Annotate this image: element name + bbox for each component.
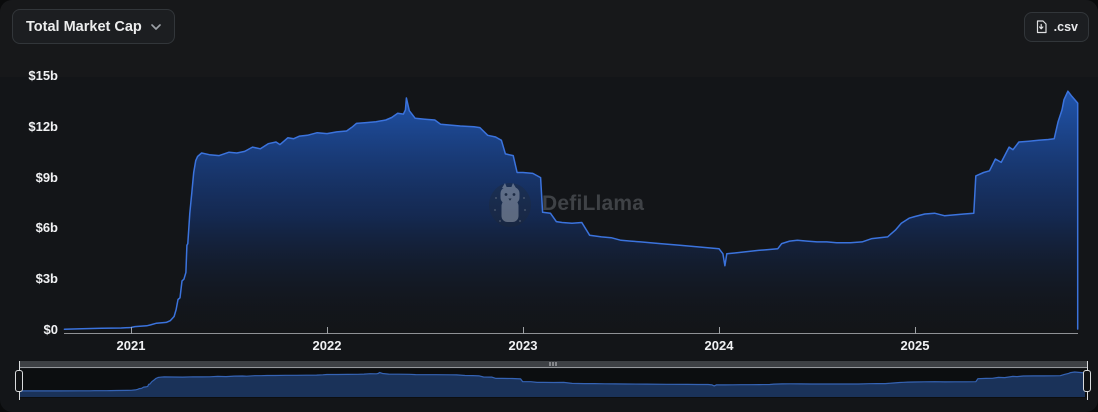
- download-file-icon: [1036, 20, 1047, 34]
- range-slider-right-handle[interactable]: [1083, 361, 1091, 400]
- range-slider-move-bar[interactable]: [20, 361, 1088, 368]
- x-axis-tick-label: 2021: [116, 338, 146, 353]
- y-axis-tick-label: $12b: [28, 118, 58, 134]
- move-handle-grip-icon: [549, 362, 559, 366]
- chevron-down-icon: [150, 24, 161, 30]
- x-axis-tick-label: 2024: [704, 338, 734, 353]
- y-axis-tick-label: $0: [43, 322, 58, 337]
- y-axis-tick-label: $3b: [35, 271, 58, 287]
- x-axis-tick-label: 2022: [312, 338, 342, 353]
- toolbar: [0, 0, 1098, 77]
- y-axis-tick-label: $9b: [35, 169, 58, 185]
- x-axis-tick-label: 2023: [508, 338, 538, 353]
- metric-selector-label: Total Market Cap: [26, 18, 142, 35]
- range-slider-track[interactable]: [20, 369, 1088, 398]
- download-csv-button[interactable]: .csv: [1023, 12, 1089, 42]
- metric-selector-button[interactable]: Total Market Cap: [12, 9, 175, 44]
- y-axis-tick-label: $6b: [35, 220, 58, 236]
- y-axis-tick-label: $15b: [28, 68, 58, 83]
- csv-button-label: .csv: [1053, 20, 1078, 34]
- x-axis-tick-label: 2025: [900, 338, 930, 353]
- range-slider-left-handle[interactable]: [15, 361, 23, 400]
